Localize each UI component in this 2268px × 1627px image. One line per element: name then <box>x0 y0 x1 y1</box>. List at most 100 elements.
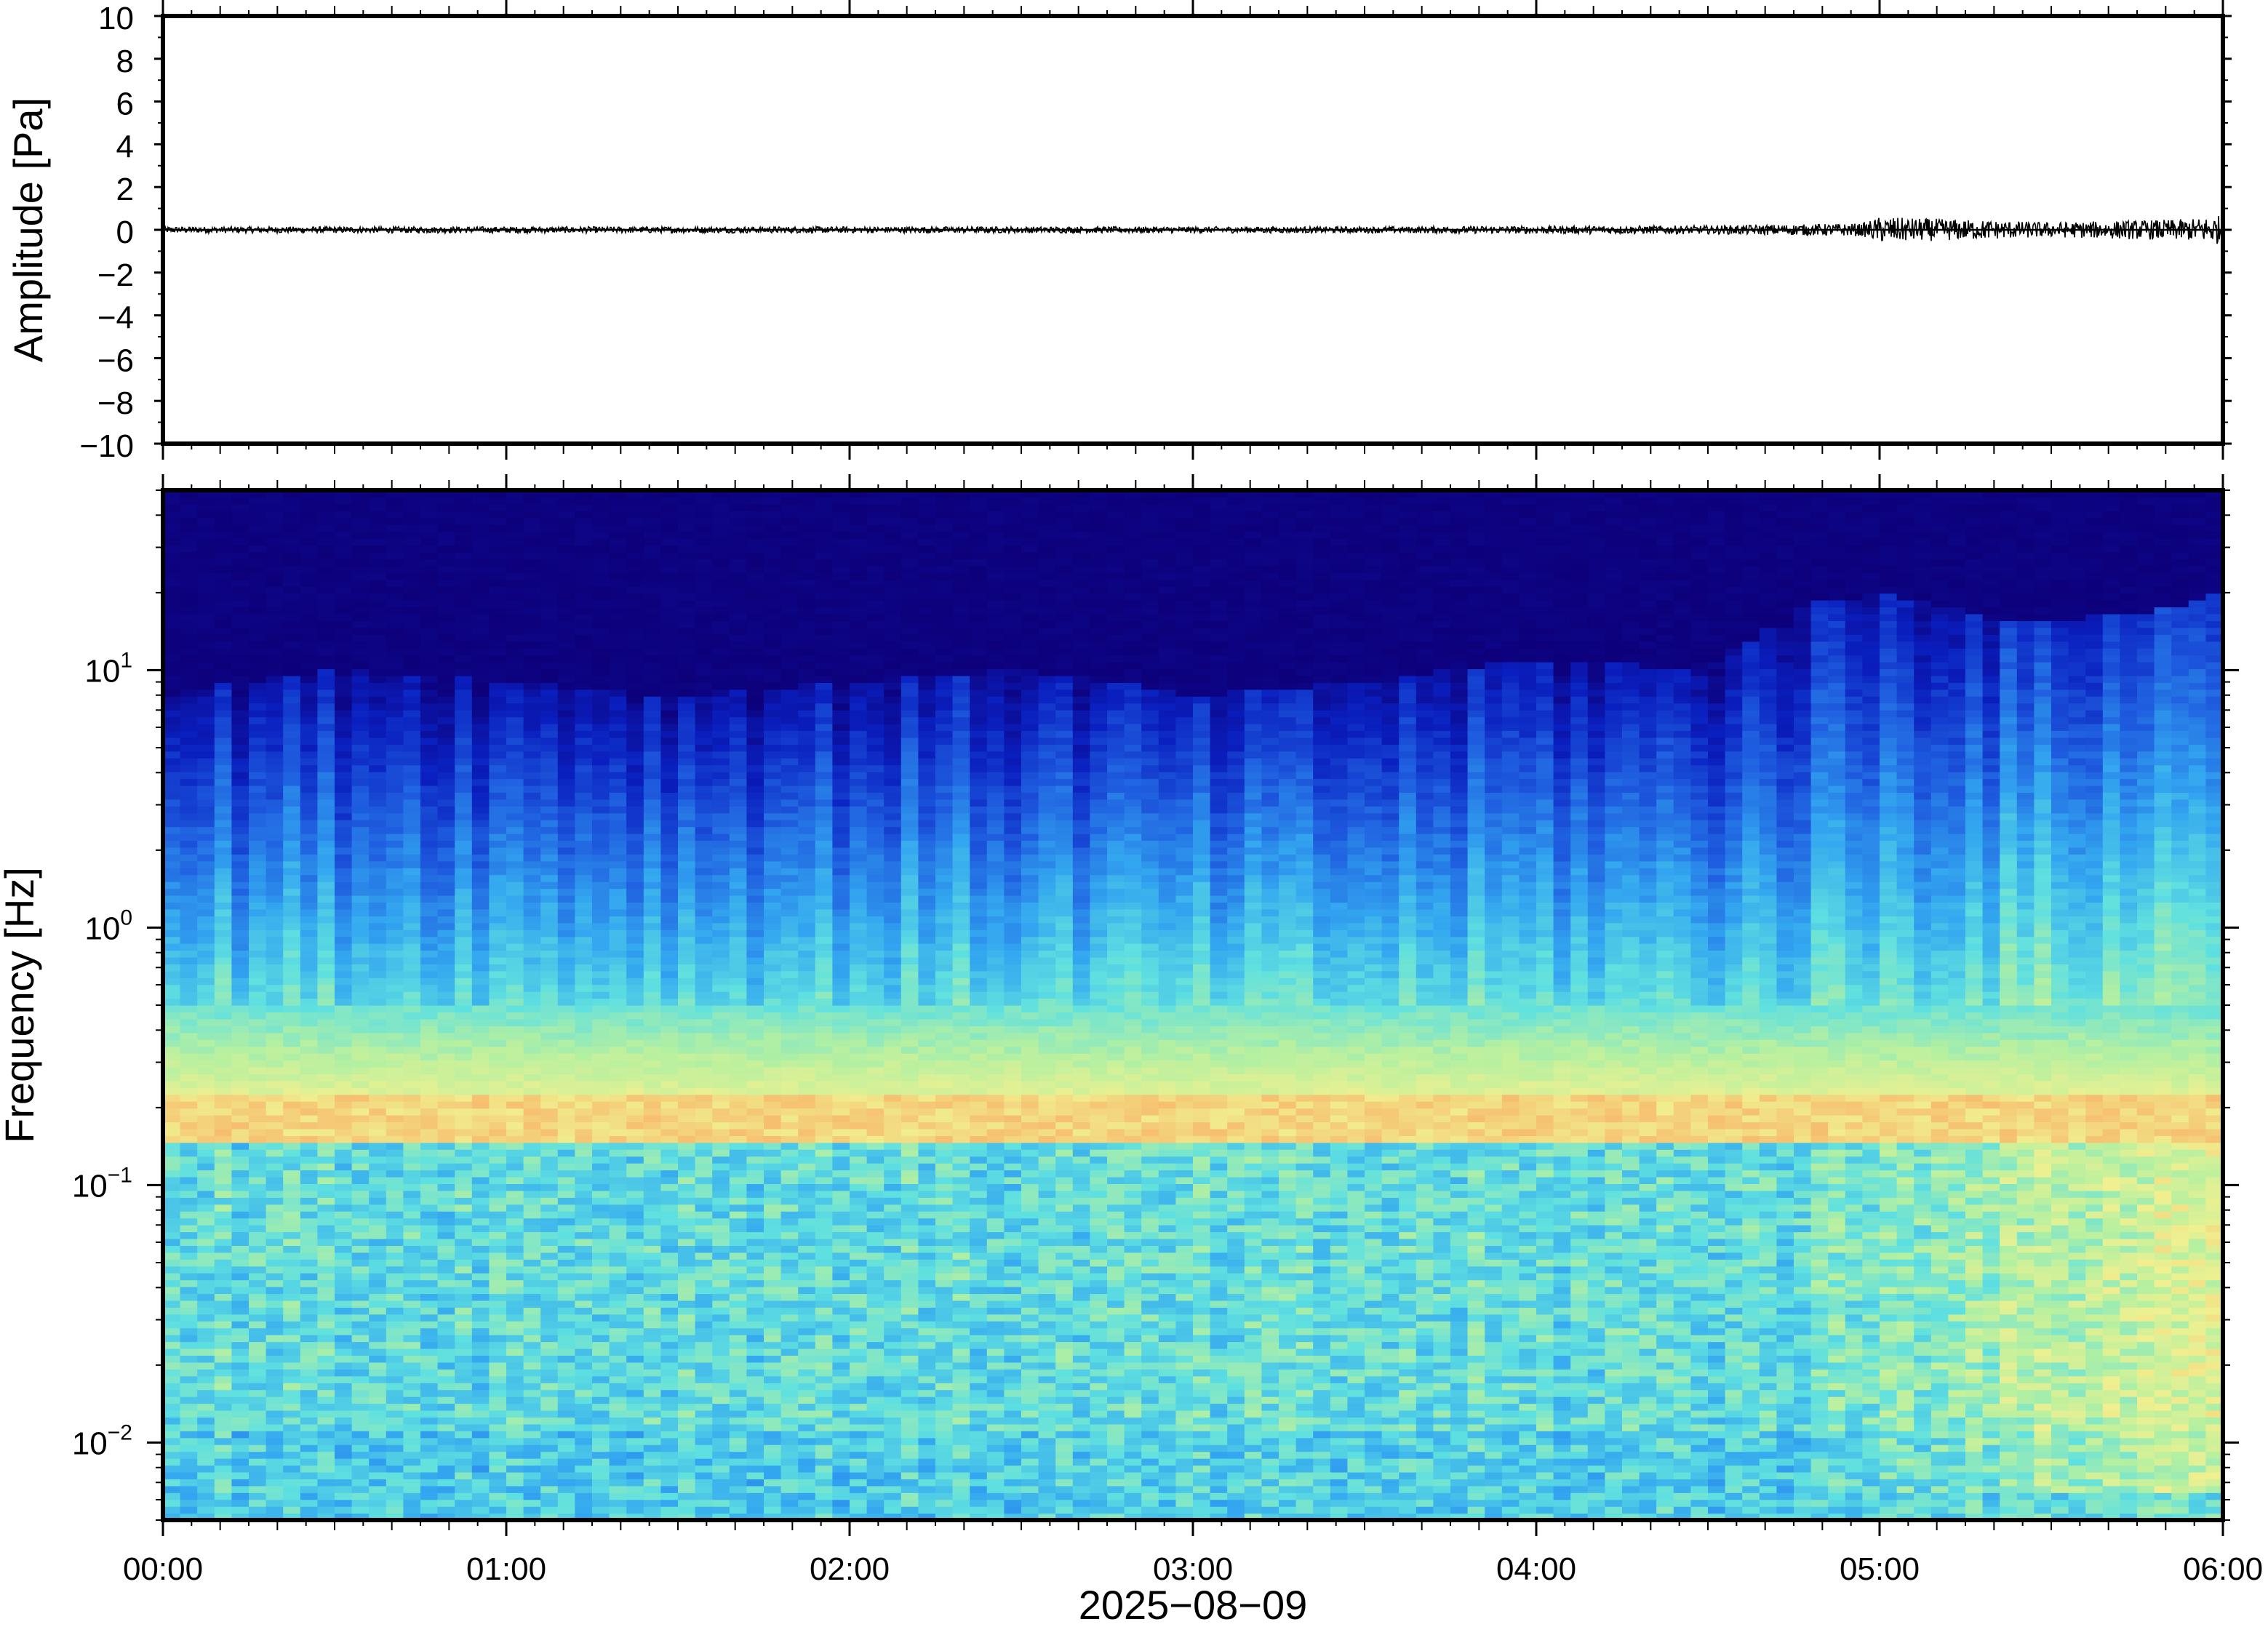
spectrogram-cell <box>524 655 541 663</box>
spectrogram-cell <box>506 648 524 655</box>
spectrogram-cell <box>335 943 352 951</box>
spectrogram-cell <box>420 1135 438 1143</box>
spectrogram-cell <box>317 1197 335 1204</box>
spectrogram-cell <box>335 737 352 745</box>
spectrogram-cell <box>386 538 404 545</box>
spectrogram-cell <box>540 799 558 807</box>
spectrogram-cell <box>678 655 695 663</box>
spectrogram-cell <box>403 1355 420 1362</box>
spectrogram-cell <box>403 1197 420 1204</box>
spectrogram-cell <box>403 875 420 882</box>
spectrogram-cell <box>695 902 713 909</box>
spectrogram-cell <box>283 614 300 621</box>
spectrogram-cell <box>300 682 318 689</box>
spectrogram-cell <box>455 1225 472 1232</box>
spectrogram-cell <box>300 1390 318 1397</box>
spectrogram-cell <box>283 778 300 785</box>
spectrogram-cell <box>524 710 541 717</box>
spectrogram-cell <box>678 1087 695 1095</box>
spectrogram-cell <box>575 696 592 703</box>
spectrogram-cell <box>472 634 490 641</box>
spectrogram-cell <box>231 1314 249 1322</box>
spectrogram-cell <box>317 1280 335 1287</box>
spectrogram-cell <box>317 1465 335 1472</box>
spectrogram-cell <box>266 1163 284 1170</box>
spectrogram-cell <box>592 1424 610 1431</box>
spectrogram-cell <box>610 840 627 847</box>
spectrogram-cell <box>455 1005 472 1012</box>
spectrogram-cell <box>335 1170 352 1178</box>
spectrogram-cell <box>300 497 318 504</box>
spectrogram-cell <box>592 1122 610 1129</box>
spectrogram-cell <box>575 1135 592 1143</box>
spectrogram-cell <box>695 1404 713 1411</box>
spectrogram-cell <box>524 1170 541 1178</box>
spectrogram-cell <box>644 991 661 999</box>
spectrogram-cell <box>163 524 180 532</box>
spectrogram-cell <box>506 641 524 649</box>
spectrogram-cell <box>420 648 438 655</box>
spectrogram-cell <box>215 1342 232 1349</box>
spectrogram-cell <box>524 930 541 937</box>
spectrogram-cell <box>455 999 472 1006</box>
spectrogram-cell <box>472 676 490 683</box>
spectrogram-cell <box>249 1108 266 1116</box>
spectrogram-cell <box>592 772 610 779</box>
spectrogram-cell <box>610 1204 627 1212</box>
spectrogram-cell <box>386 744 404 751</box>
spectrogram-cell <box>644 1266 661 1274</box>
spectrogram-cell <box>489 1197 506 1204</box>
spectrogram-cell <box>472 600 490 607</box>
spectrogram-cell <box>215 1005 232 1012</box>
spectrogram-cell <box>455 799 472 807</box>
spectrogram-cell <box>558 572 575 580</box>
spectrogram-cell <box>283 1472 300 1479</box>
spectrogram-cell <box>163 689 180 697</box>
spectrogram-cell <box>197 937 215 944</box>
spectrogram-cell <box>420 545 438 553</box>
spectrogram-cell <box>403 1149 420 1156</box>
spectrogram-cell <box>626 909 644 916</box>
spectrogram-cell <box>163 765 180 772</box>
spectrogram-cell <box>317 737 335 745</box>
spectrogram-cell <box>335 1376 352 1383</box>
spectrogram-cell <box>266 1252 284 1260</box>
spectrogram-cell <box>386 1492 404 1500</box>
spectrogram-cell <box>386 1376 404 1383</box>
spectrogram-cell <box>524 1108 541 1116</box>
spectrogram-cell <box>438 1183 455 1191</box>
spectrogram-cell <box>540 1053 558 1060</box>
spectrogram-cell <box>438 868 455 875</box>
spectrogram-cell <box>300 1452 318 1459</box>
spectrogram-cell <box>249 1039 266 1047</box>
spectrogram-cell <box>369 868 386 875</box>
spectrogram-cell <box>506 1135 524 1143</box>
spectrogram-cell <box>472 964 490 971</box>
spectrogram-cell <box>180 1492 198 1500</box>
spectrogram-cell <box>660 1396 678 1404</box>
spectrogram-cell <box>610 1465 627 1472</box>
spectrogram-cell <box>506 1444 524 1452</box>
spectrogram-cell <box>678 1383 695 1390</box>
spectrogram-cell <box>215 778 232 785</box>
spectrogram-cell <box>420 620 438 628</box>
spectrogram-cell <box>438 991 455 999</box>
spectrogram-cell <box>317 916 335 923</box>
spectrogram-cell <box>438 1486 455 1493</box>
spectrogram-cell <box>420 600 438 607</box>
spectrogram-cell <box>540 1314 558 1322</box>
spectrogram-cell <box>575 1287 592 1294</box>
spectrogram-cell <box>678 1479 695 1486</box>
spectrogram-cell <box>610 744 627 751</box>
spectrogram-cell <box>386 1472 404 1479</box>
spectrogram-cell <box>283 1479 300 1486</box>
spectrogram-cell <box>403 1486 420 1493</box>
spectrogram-cell <box>506 1266 524 1274</box>
spectrogram-cell <box>369 1122 386 1129</box>
spectrogram-cell <box>403 737 420 745</box>
spectrogram-cell <box>403 971 420 978</box>
spectrogram-cell <box>249 1300 266 1308</box>
spectrogram-cell <box>472 1204 490 1212</box>
spectrogram-cell <box>283 909 300 916</box>
spectrogram-cell <box>540 593 558 601</box>
